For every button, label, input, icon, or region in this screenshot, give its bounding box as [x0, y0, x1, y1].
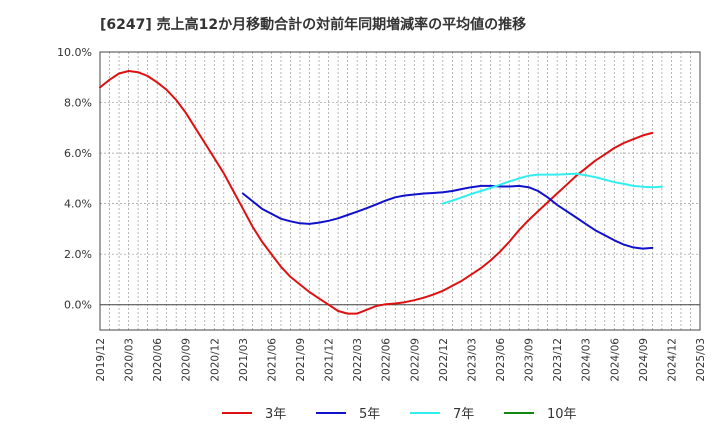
y-tick-label: 8.0% — [64, 97, 92, 110]
x-tick-label: 2021/09 — [295, 338, 307, 382]
x-tick-label: 2023/09 — [524, 338, 536, 382]
x-tick-label: 2021/03 — [238, 338, 250, 382]
series-line-5年 — [241, 184, 654, 250]
y-tick-label: 0.0% — [64, 299, 92, 312]
x-tick-label: 2021/12 — [324, 338, 336, 382]
x-tick-label: 2023/12 — [552, 338, 564, 382]
x-tick-label: 2024/12 — [666, 338, 678, 382]
legend-label: 10年 — [547, 407, 577, 422]
plot-area — [100, 52, 700, 330]
y-tick-label: 10.0% — [57, 46, 92, 59]
chart-title: [6247] 売上高12か月移動合計の対前年同期増減率の平均値の推移 — [100, 17, 527, 33]
x-tick-label: 2021/06 — [266, 338, 278, 382]
series-line-7年 — [441, 172, 663, 205]
y-tick-label: 4.0% — [64, 198, 92, 211]
x-tick-label: 2022/03 — [352, 338, 364, 382]
x-tick-label: 2020/09 — [181, 338, 193, 382]
x-tick-label: 2020/12 — [209, 338, 221, 382]
x-tick-label: 2020/03 — [124, 338, 136, 382]
series-line-3年 — [99, 70, 654, 315]
legend-label: 3年 — [265, 407, 286, 422]
x-tick-label: 2024/06 — [609, 338, 621, 382]
x-tick-label: 2023/03 — [466, 338, 478, 382]
x-tick-label: 2019/12 — [95, 338, 107, 382]
x-tick-label: 2022/09 — [409, 338, 421, 382]
legend-label: 5年 — [359, 407, 380, 422]
legend-label: 7年 — [453, 407, 474, 422]
y-tick-label: 6.0% — [64, 147, 92, 160]
x-tick-label: 2024/09 — [638, 338, 650, 382]
x-tick-label: 2022/12 — [438, 338, 450, 382]
x-tick-label: 2022/06 — [381, 338, 393, 382]
x-tick-label: 2020/06 — [152, 338, 164, 382]
x-tick-label: 2023/06 — [495, 338, 507, 382]
y-tick-label: 2.0% — [64, 248, 92, 261]
plot-border — [99, 51, 701, 331]
x-tick-label: 2025/03 — [695, 338, 707, 382]
x-tick-label: 2024/03 — [581, 338, 593, 382]
